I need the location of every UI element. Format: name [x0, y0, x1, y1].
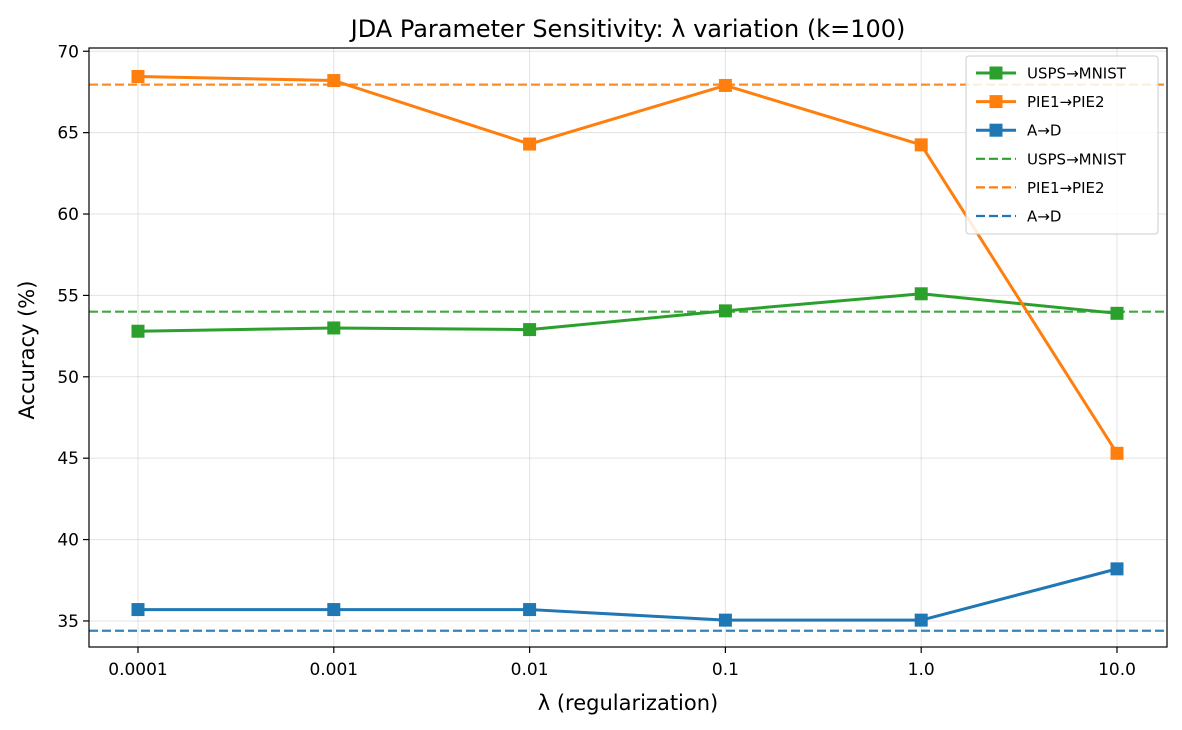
x-tick-label: 1.0 [908, 660, 935, 680]
data-point [523, 323, 537, 337]
y-axis-ticks: 35 40 45 50 55 60 65 70 [57, 42, 89, 632]
legend: USPS→MNIST PIE1→PIE2 A→D USPS→MNIST PIE1→PIE… [965, 55, 1159, 235]
data-point [327, 74, 341, 88]
data-point [718, 78, 732, 92]
plot-area-frame [88, 47, 1168, 648]
series-line [137, 74, 1119, 455]
legend-box [965, 55, 1159, 235]
data-point [131, 324, 145, 338]
data-point [914, 287, 928, 301]
legend-marker [989, 95, 1003, 109]
data-point [718, 304, 732, 318]
series-line [138, 567, 1118, 622]
y-tick-label: 70 [57, 42, 79, 62]
x-tick-label: 0.01 [511, 660, 549, 680]
legend-item: A→D [976, 208, 1061, 226]
legend-item: PIE1→PIE2 [976, 179, 1105, 197]
series-group [131, 287, 1124, 338]
y-tick-label: 45 [57, 449, 79, 469]
data-point [523, 137, 537, 151]
legend-item: PIE1→PIE2 [976, 93, 1105, 111]
legend-item: USPS→MNIST [976, 65, 1127, 83]
y-axis-label: Accuracy (%) [15, 281, 39, 420]
legend-item: USPS→MNIST [976, 150, 1127, 168]
x-tick-label: 0.001 [309, 660, 358, 680]
legend-label: USPS→MNIST [1027, 65, 1127, 83]
data-point [327, 321, 341, 335]
legend-marker [989, 123, 1003, 137]
data-point [523, 603, 537, 617]
data-point [718, 613, 732, 627]
data-point [131, 69, 145, 83]
y-tick-label: 55 [57, 286, 79, 306]
data-point [914, 138, 928, 152]
x-tick-label: 0.1 [712, 660, 739, 680]
y-tick-label: 40 [57, 531, 79, 551]
chart-title: JDA Parameter Sensitivity: λ variation (… [349, 15, 906, 43]
series-line [137, 292, 1118, 333]
legend-label: A→D [1027, 122, 1061, 140]
x-tick-label: 0.0001 [108, 660, 167, 680]
legend-label: PIE1→PIE2 [1027, 93, 1105, 111]
data-point [131, 603, 145, 617]
data-point [327, 603, 341, 617]
y-tick-label: 50 [57, 368, 79, 388]
series-group [131, 69, 1124, 460]
y-tick-label: 65 [57, 124, 79, 144]
x-tick-label: 10.0 [1098, 660, 1136, 680]
legend-label: USPS→MNIST [1027, 150, 1127, 168]
data-point [914, 613, 928, 627]
data-point [1110, 446, 1124, 460]
data-point [1110, 306, 1124, 320]
legend-label: A→D [1027, 208, 1061, 226]
series [131, 69, 1124, 627]
legend-label: PIE1→PIE2 [1027, 179, 1105, 197]
legend-marker [989, 66, 1003, 80]
y-tick-label: 60 [57, 205, 79, 225]
data-point [1110, 562, 1124, 576]
x-axis-ticks: 0.0001 0.001 0.01 0.1 1.0 10.0 [108, 647, 1136, 680]
legend-item: A→D [976, 122, 1061, 140]
x-axis-label: λ (regularization) [538, 691, 719, 715]
series-group [131, 562, 1124, 627]
y-tick-label: 35 [57, 612, 79, 632]
